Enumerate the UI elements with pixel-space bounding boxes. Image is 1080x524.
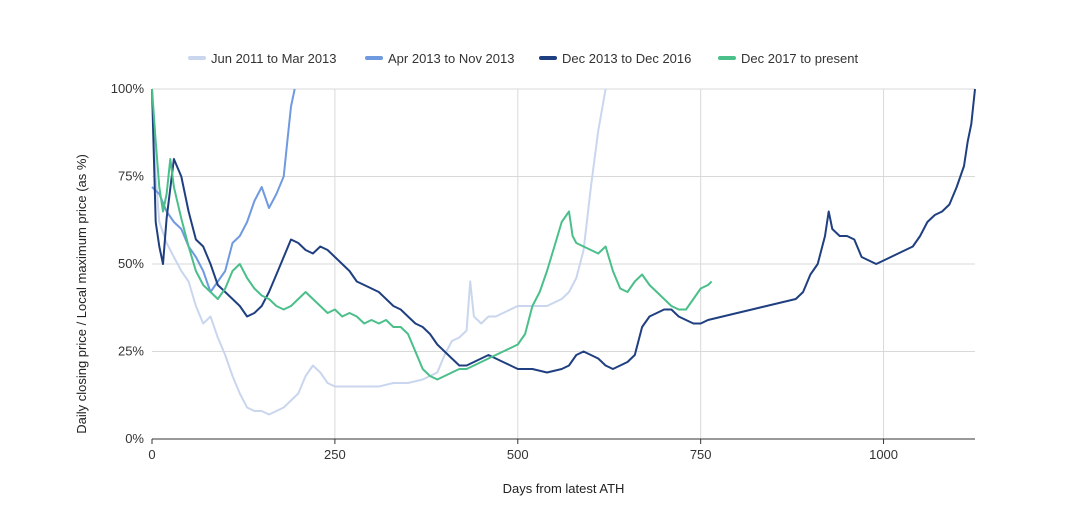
x-tick-label: 250 (324, 447, 346, 462)
y-tick-label: 0% (125, 431, 144, 446)
gridlines (152, 88, 975, 439)
x-tick-label: 1000 (869, 447, 898, 462)
series-line-4 (151, 88, 713, 381)
y-tick-label: 100% (111, 81, 145, 96)
x-tick-label: 500 (507, 447, 529, 462)
legend: Jun 2011 to Mar 2013 Apr 2013 to Nov 2013… (188, 51, 858, 66)
axes (151, 438, 975, 444)
x-tick-labels: 0 250 500 750 1000 (148, 447, 898, 462)
y-tick-label: 75% (118, 169, 144, 184)
y-tick-label: 50% (118, 256, 144, 271)
series-line-2 (151, 88, 296, 293)
legend-label-2: Apr 2013 to Nov 2013 (388, 51, 514, 66)
x-tick-label: 750 (690, 447, 712, 462)
x-tick-label: 0 (148, 447, 155, 462)
series-lines (151, 88, 976, 416)
y-tick-labels: 0% 25% 50% 75% 100% (111, 81, 145, 446)
legend-label-4: Dec 2017 to present (741, 51, 858, 66)
x-axis-title: Days from latest ATH (503, 481, 625, 496)
series-line-1 (151, 88, 607, 416)
series-line-3 (151, 88, 976, 374)
y-tick-label: 25% (118, 344, 144, 359)
legend-label-1: Jun 2011 to Mar 2013 (211, 51, 337, 66)
y-axis-title: Daily closing price / Local maximum pric… (74, 154, 89, 434)
legend-label-3: Dec 2013 to Dec 2016 (562, 51, 691, 66)
